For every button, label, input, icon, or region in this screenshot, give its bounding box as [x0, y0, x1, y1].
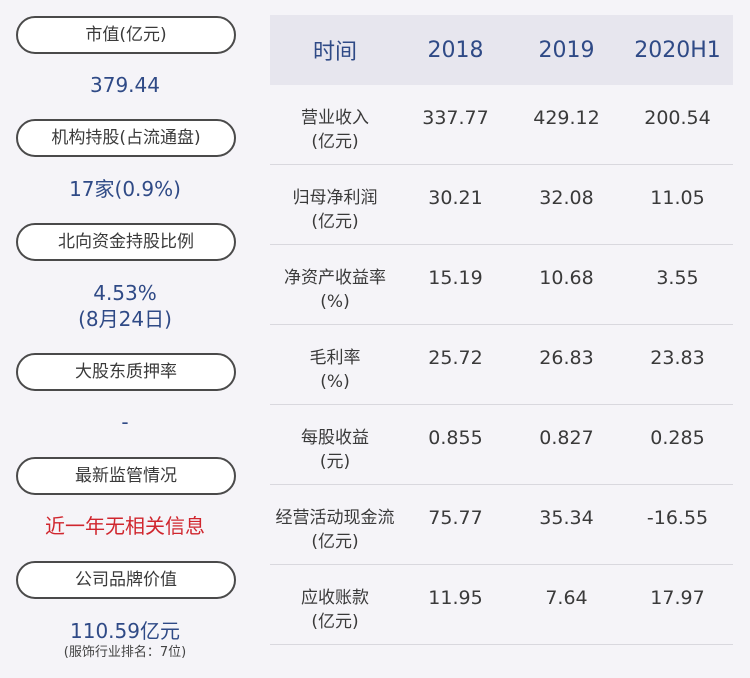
table-row: 每股收益 (元) 0.855 0.827 0.285: [270, 405, 733, 485]
row-label-unit: (%): [320, 372, 350, 392]
pledge-rate-label: 大股东质押率: [16, 353, 236, 391]
cell-2019: 35.34: [539, 507, 594, 529]
table-row: 经营活动现金流 (亿元) 75.77 35.34 -16.55: [270, 485, 733, 565]
cell-2020h1: 200.54: [644, 107, 711, 129]
row-label-unit: (%): [320, 292, 350, 312]
header-period: 时间: [312, 40, 357, 65]
row-label-unit: (亿元): [311, 132, 359, 152]
table-row: 应收账款 (亿元) 11.95 7.64 17.97: [270, 565, 733, 645]
row-label-text: 营业收入: [301, 108, 369, 128]
header-2019: 2019: [538, 37, 595, 63]
cell-2020h1: 0.285: [650, 427, 705, 449]
row-label: 经营活动现金流 (亿元): [270, 506, 400, 554]
cell-2020h1: 3.55: [656, 267, 699, 289]
cell-2018: 15.19: [428, 267, 483, 289]
row-label-unit: (亿元): [311, 532, 359, 552]
cell-2020h1: 17.97: [650, 587, 705, 609]
cell-2020h1: -16.55: [646, 507, 709, 529]
northbound-holding-value: 4.53%: [93, 281, 157, 305]
row-label: 净资产收益率 (%): [270, 266, 400, 314]
row-label-unit: (元): [319, 452, 351, 472]
cell-2019: 10.68: [539, 267, 594, 289]
cell-2019: 0.827: [539, 427, 594, 449]
pledge-rate-value: -: [121, 410, 129, 434]
cell-2018: 0.855: [428, 427, 483, 449]
cell-2020h1: 23.83: [650, 347, 705, 369]
row-label: 毛利率 (%): [270, 346, 400, 394]
cell-2019: 7.64: [545, 587, 588, 609]
row-label: 每股收益 (元): [270, 426, 400, 474]
institutional-holding-value: 17家(0.9%): [69, 177, 181, 201]
cell-2019: 26.83: [539, 347, 594, 369]
row-label-text: 应收账款: [301, 588, 369, 608]
northbound-holding-date: (8月24日): [78, 307, 172, 331]
header-2018: 2018: [427, 37, 484, 63]
brand-value-value: 110.59亿元: [70, 619, 180, 643]
cell-2018: 75.77: [428, 507, 483, 529]
header-2020h1: 2020H1: [634, 37, 721, 63]
row-label: 营业收入 (亿元): [270, 106, 400, 154]
northbound-holding-label: 北向资金持股比例: [16, 223, 236, 261]
market-cap-label: 市值(亿元): [16, 16, 236, 54]
row-label-text: 毛利率: [309, 348, 361, 368]
brand-value-label: 公司品牌价值: [16, 561, 236, 599]
row-label-text: 净资产收益率: [284, 268, 386, 288]
row-label-text: 每股收益: [301, 428, 369, 448]
row-label: 归母净利润 (亿元): [270, 186, 400, 234]
row-label-unit: (亿元): [311, 612, 359, 632]
table-header: 时间 2018 2019 2020H1: [270, 15, 733, 85]
row-label-text: 经营活动现金流: [275, 508, 395, 528]
table-row: 毛利率 (%) 25.72 26.83 23.83: [270, 325, 733, 405]
cell-2019: 32.08: [539, 187, 594, 209]
table-row: 净资产收益率 (%) 15.19 10.68 3.55: [270, 245, 733, 325]
row-label: 应收账款 (亿元): [270, 586, 400, 634]
cell-2018: 30.21: [428, 187, 483, 209]
institutional-holding-label: 机构持股(占流通盘): [16, 119, 236, 157]
cell-2020h1: 11.05: [650, 187, 705, 209]
cell-2019: 429.12: [533, 107, 600, 129]
row-label-text: 归母净利润: [292, 188, 378, 208]
regulatory-status-label: 最新监管情况: [16, 457, 236, 495]
table-row: 营业收入 (亿元) 337.77 429.12 200.54: [270, 85, 733, 165]
company-summary-panel: 市值(亿元) 379.44 机构持股(占流通盘) 17家(0.9%) 北向资金持…: [0, 0, 250, 678]
regulatory-status-value: 近一年无相关信息: [45, 514, 205, 538]
row-label-unit: (亿元): [311, 212, 359, 232]
financial-table: 时间 2018 2019 2020H1 营业收入 (亿元) 337.77 429…: [270, 15, 733, 645]
table-row: 归母净利润 (亿元) 30.21 32.08 11.05: [270, 165, 733, 245]
market-cap-value: 379.44: [90, 73, 160, 97]
cell-2018: 337.77: [422, 107, 489, 129]
cell-2018: 11.95: [428, 587, 483, 609]
brand-value-rank-note: (服饰行业排名：7位): [63, 645, 187, 660]
cell-2018: 25.72: [428, 347, 483, 369]
